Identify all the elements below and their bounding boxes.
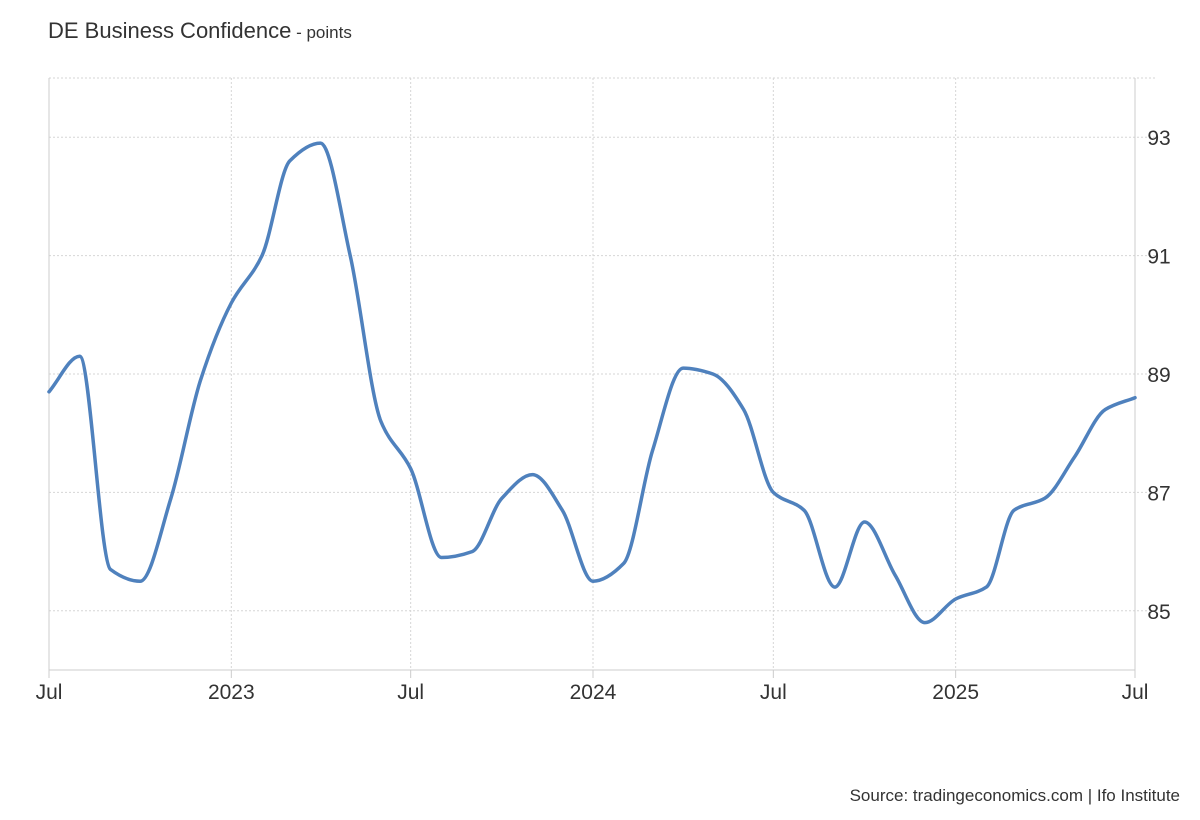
chart-header: DE Business Confidence - points [48,18,352,44]
x-tick-label-1: 2023 [208,681,255,704]
x-tick-label-4: Jul [760,681,787,704]
y-tick-label-85: 85 [1147,601,1170,624]
y-tick-label-87: 87 [1147,482,1170,505]
chart-unit: - points [291,23,352,42]
grid-layer [49,77,1155,670]
y-tick-label-89: 89 [1147,364,1170,387]
axis-layer [48,78,1136,678]
x-tick-label-3: 2024 [570,681,617,704]
y-tick-label-93: 93 [1147,127,1170,150]
source-note: Source: tradingeconomics.com | Ifo Insti… [849,786,1180,805]
series-line-0 [47,141,1137,625]
label-layer: 85 87 89 91 93 Jul 2023 Jul 2024 Jul 2025 Jul [36,127,1171,704]
x-tick-label-0: Jul [36,681,63,704]
series-layer [47,141,1137,625]
x-tick-label-2: Jul [397,681,424,704]
y-tick-label-91: 91 [1147,246,1170,269]
chart-title: DE Business Confidence [48,18,292,43]
x-tick-label-6: Jul [1122,681,1149,704]
x-tick-label-5: 2025 [932,681,979,704]
